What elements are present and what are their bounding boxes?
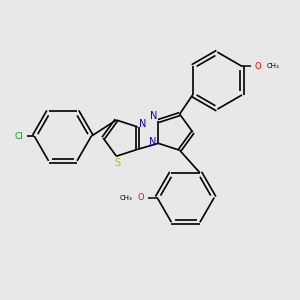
Text: N: N xyxy=(149,137,157,147)
Text: S: S xyxy=(114,158,120,167)
Text: CH₃: CH₃ xyxy=(120,195,133,201)
Text: Cl: Cl xyxy=(14,132,23,141)
Text: O: O xyxy=(138,193,145,202)
Text: N: N xyxy=(139,119,146,129)
Text: N: N xyxy=(150,111,157,121)
Text: O: O xyxy=(255,62,261,71)
Text: CH₃: CH₃ xyxy=(267,63,279,69)
